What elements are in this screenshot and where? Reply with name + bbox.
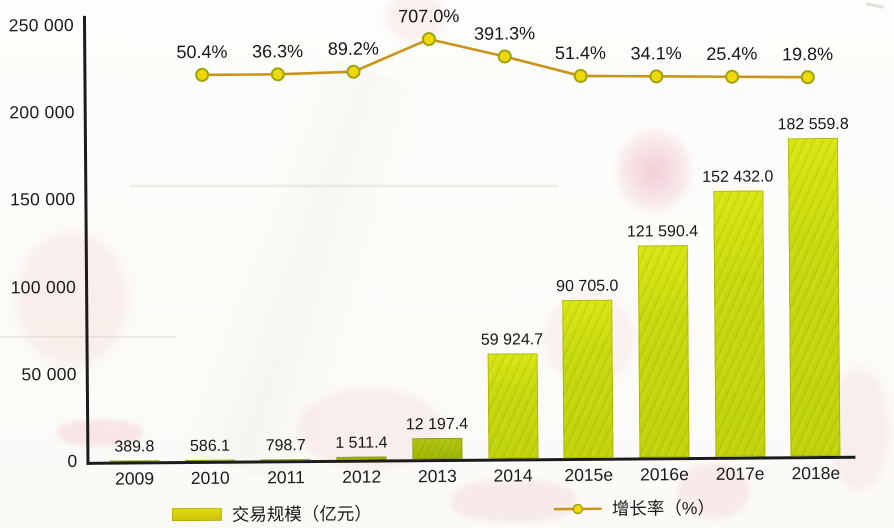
bar-value-label: 121 590.4 (626, 222, 699, 241)
bar-value-label: 182 559.8 (777, 115, 849, 134)
growth-line-marker (270, 67, 285, 82)
line-legend-label: 增长率（%） (611, 497, 715, 519)
growth-line-marker (725, 69, 740, 84)
growth-line-marker (649, 69, 664, 84)
growth-rate-label: 391.3% (473, 23, 536, 44)
growth-line-marker (573, 68, 588, 83)
y-axis-tick-label: 150 000 (9, 189, 76, 210)
bar-2018e (788, 137, 841, 457)
growth-rate-label: 19.8% (781, 43, 834, 65)
y-axis-tick-label: 250 000 (8, 14, 75, 36)
growth-rate-label: 89.2% (327, 38, 379, 59)
growth-line-marker (421, 32, 436, 47)
y-axis-tick-label: 0 (67, 450, 78, 471)
bar-value-label: 1 511.4 (335, 434, 388, 453)
bar-2017e (712, 190, 766, 457)
y-axis-tick-label: 50 000 (21, 363, 77, 385)
bar-value-label: 59 924.7 (480, 331, 544, 350)
growth-line-marker (346, 64, 361, 79)
growth-line-marker (497, 49, 512, 64)
growth-line-marker (800, 70, 815, 85)
bar-2016e (637, 245, 690, 458)
bar-2013 (412, 437, 463, 460)
bar-2012 (336, 456, 387, 460)
y-axis-tick-label: 100 000 (10, 276, 77, 298)
line-legend-icon (553, 503, 602, 514)
y-axis-line (82, 15, 90, 465)
bar-legend-swatch-icon (171, 507, 222, 522)
bar-value-label: 152 432.0 (702, 168, 774, 187)
y-axis-tick-label: 200 000 (9, 102, 75, 123)
legend-item-transaction-scale: 交易规模（亿元） (171, 501, 372, 528)
bar-2014 (487, 353, 538, 459)
bar-legend-label: 交易规模（亿元） (231, 503, 372, 525)
bar-value-label: 12 197.4 (405, 415, 469, 434)
growth-line-marker (195, 67, 210, 82)
x-axis-label: 2018e (791, 462, 841, 484)
legend-item-growth-rate: 增长率（%） (553, 495, 715, 521)
bar-2015e (562, 299, 614, 459)
bar-value-label: 90 705.0 (556, 277, 619, 295)
